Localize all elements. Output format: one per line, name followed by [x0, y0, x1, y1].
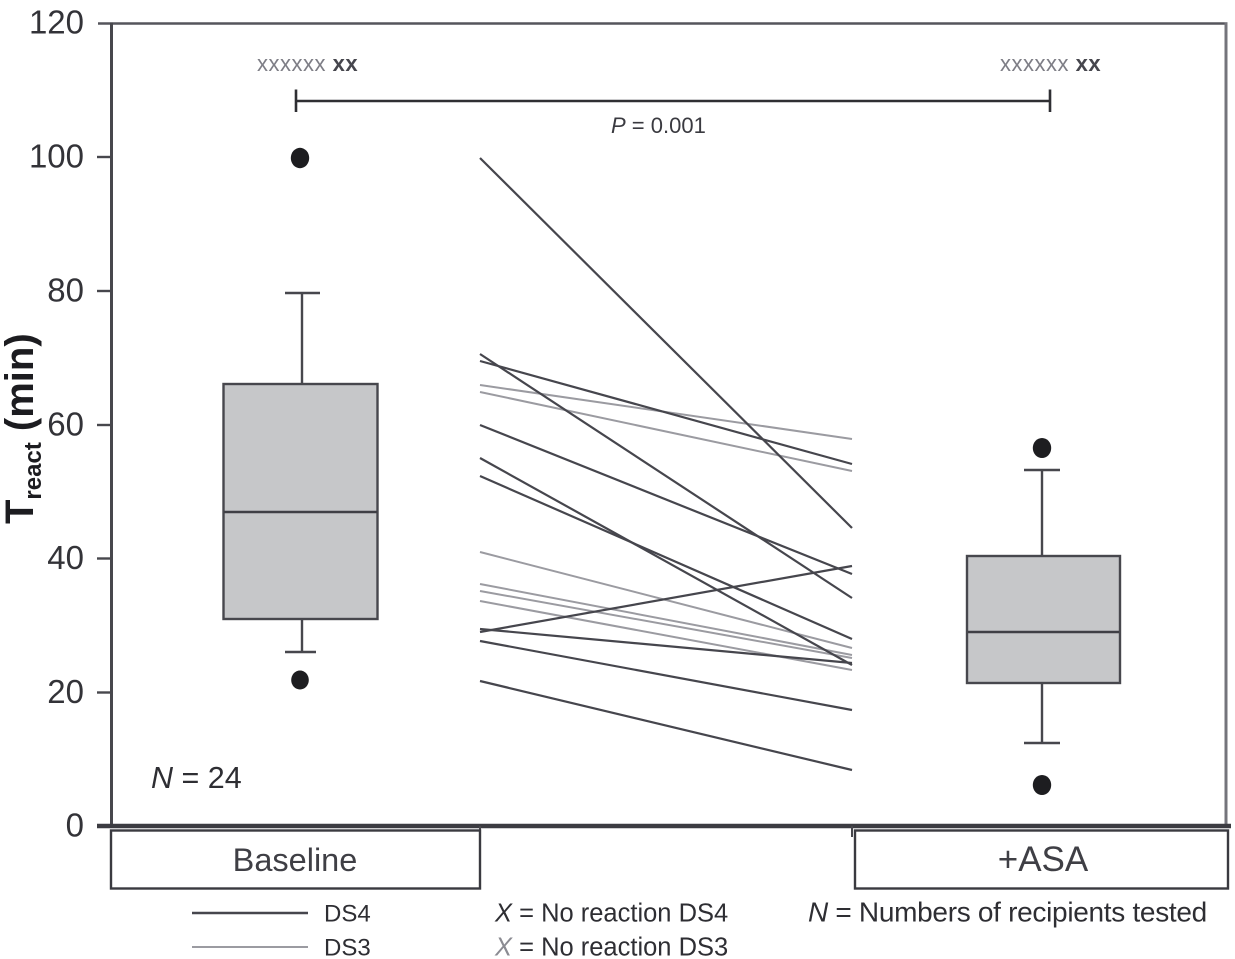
svg-text:0: 0 [66, 807, 84, 844]
svg-text:N = 24: N = 24 [151, 761, 242, 795]
svg-text:X = No reaction DS3: X = No reaction DS3 [494, 934, 728, 959]
svg-text:Baseline: Baseline [233, 842, 358, 878]
svg-text:xxxxxx xx: xxxxxx xx [257, 51, 358, 76]
svg-text:N = Numbers of recipients test: N = Numbers of recipients tested [808, 897, 1207, 928]
svg-text:DS3: DS3 [324, 935, 371, 959]
svg-text:100: 100 [29, 138, 84, 175]
svg-text:Treact (min): Treact (min) [0, 333, 47, 524]
svg-text:20: 20 [47, 673, 84, 710]
svg-text:120: 120 [29, 4, 84, 41]
svg-text:xxxxxx xx: xxxxxx xx [1000, 51, 1101, 76]
svg-text:+ASA: +ASA [998, 840, 1089, 879]
svg-text:DS4: DS4 [324, 901, 371, 928]
svg-text:40: 40 [47, 539, 84, 576]
svg-text:X = No reaction DS4: X = No reaction DS4 [494, 900, 728, 928]
svg-text:P = 0.001: P = 0.001 [611, 113, 706, 138]
svg-text:80: 80 [47, 272, 84, 309]
svg-text:60: 60 [47, 406, 84, 443]
